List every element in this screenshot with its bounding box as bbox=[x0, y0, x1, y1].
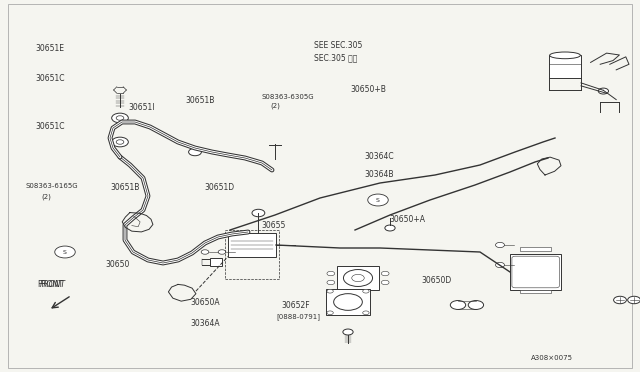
Text: [0888-0791]: [0888-0791] bbox=[276, 314, 321, 320]
Circle shape bbox=[189, 148, 202, 156]
Circle shape bbox=[495, 243, 504, 248]
Text: S: S bbox=[63, 250, 67, 254]
Text: (2): (2) bbox=[42, 193, 51, 200]
Circle shape bbox=[368, 194, 388, 206]
Circle shape bbox=[381, 280, 389, 285]
Bar bbox=[337, 266, 379, 290]
Circle shape bbox=[327, 271, 335, 276]
Bar bbox=[510, 254, 561, 290]
Bar bbox=[520, 290, 551, 294]
Text: 30364A: 30364A bbox=[191, 319, 220, 328]
Circle shape bbox=[381, 271, 389, 276]
Circle shape bbox=[598, 88, 609, 94]
Text: FRONT: FRONT bbox=[37, 280, 63, 289]
Text: S08363-6165G: S08363-6165G bbox=[26, 183, 78, 189]
Circle shape bbox=[218, 250, 226, 254]
Bar bbox=[228, 234, 276, 257]
Text: SEC.305 参照: SEC.305 参照 bbox=[314, 53, 357, 62]
Circle shape bbox=[495, 262, 504, 267]
Circle shape bbox=[614, 296, 627, 304]
Circle shape bbox=[252, 209, 265, 217]
Text: 30652F: 30652F bbox=[282, 301, 310, 310]
Text: 30650+A: 30650+A bbox=[389, 215, 425, 224]
Text: 30655: 30655 bbox=[261, 221, 285, 230]
Text: 30364B: 30364B bbox=[365, 170, 394, 179]
Circle shape bbox=[201, 250, 209, 254]
Text: 30364C: 30364C bbox=[365, 152, 394, 161]
Text: S08363-6305G: S08363-6305G bbox=[261, 94, 314, 100]
Ellipse shape bbox=[550, 52, 580, 59]
Circle shape bbox=[327, 311, 333, 315]
Text: 30651E: 30651E bbox=[35, 44, 64, 53]
Circle shape bbox=[385, 225, 395, 231]
Circle shape bbox=[116, 116, 124, 120]
Bar bbox=[520, 247, 551, 251]
Text: 30651C: 30651C bbox=[35, 74, 65, 83]
Text: 30651B: 30651B bbox=[186, 96, 215, 105]
Text: 30651B: 30651B bbox=[110, 183, 140, 192]
Text: FRONT: FRONT bbox=[40, 280, 66, 289]
Circle shape bbox=[363, 311, 369, 315]
Text: 30650: 30650 bbox=[106, 260, 130, 269]
Circle shape bbox=[327, 280, 335, 285]
Text: A308×0075: A308×0075 bbox=[531, 355, 573, 361]
Circle shape bbox=[363, 289, 369, 293]
Text: 30651D: 30651D bbox=[205, 183, 235, 192]
Bar bbox=[211, 257, 222, 266]
Text: 30650+B: 30650+B bbox=[351, 85, 387, 94]
Circle shape bbox=[112, 113, 128, 123]
Text: SEE SEC.305: SEE SEC.305 bbox=[314, 41, 362, 50]
Text: (2): (2) bbox=[270, 103, 280, 109]
Circle shape bbox=[116, 140, 124, 144]
Circle shape bbox=[327, 289, 333, 293]
Circle shape bbox=[451, 301, 466, 310]
Circle shape bbox=[468, 301, 484, 310]
Text: 30650D: 30650D bbox=[421, 276, 451, 285]
Circle shape bbox=[343, 329, 353, 335]
Text: 30651I: 30651I bbox=[128, 103, 154, 112]
Bar bbox=[326, 289, 370, 315]
Circle shape bbox=[55, 246, 76, 258]
Bar bbox=[549, 55, 581, 78]
Circle shape bbox=[112, 137, 128, 147]
Text: 30651C: 30651C bbox=[35, 122, 65, 131]
Text: 30650A: 30650A bbox=[191, 298, 220, 307]
Text: S: S bbox=[376, 198, 380, 202]
Bar bbox=[225, 230, 279, 279]
Circle shape bbox=[628, 296, 640, 304]
